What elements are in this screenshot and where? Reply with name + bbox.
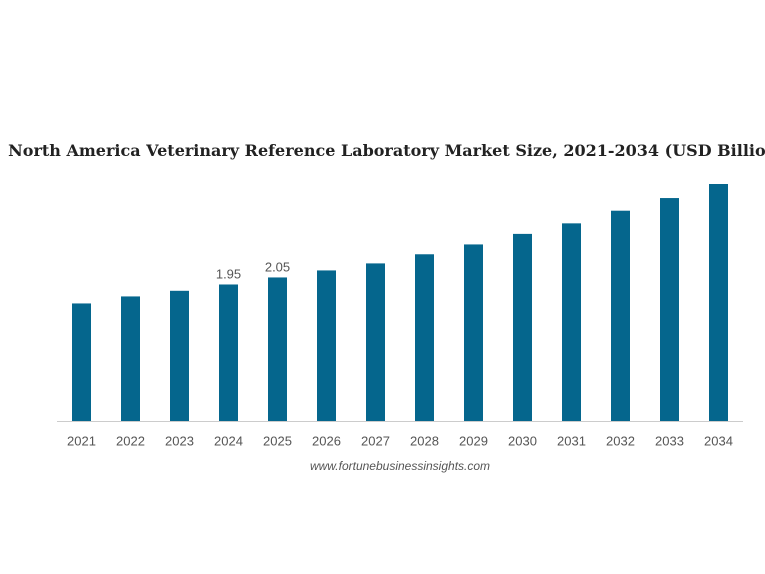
- bar-2027: [366, 263, 385, 422]
- data-labels: 1.95 2.05: [216, 259, 290, 281]
- x-tick-labels: 2021 2022 2023 2024 2025 2026 2027 2028 2029 2030…: [67, 434, 733, 449]
- bar-2032: [611, 210, 630, 422]
- x-tick-label-2021: 2021: [67, 434, 96, 449]
- x-tick-label-2028: 2028: [410, 434, 439, 449]
- x-tick-label-2029: 2029: [459, 434, 488, 449]
- bar-2030: [513, 233, 532, 422]
- x-tick-label-2032: 2032: [606, 434, 635, 449]
- bar-2034: [709, 184, 728, 422]
- x-tick-label-2027: 2027: [361, 434, 390, 449]
- bar-2029: [464, 244, 483, 422]
- x-tick-label-2034: 2034: [704, 434, 733, 449]
- bar-2033: [660, 198, 679, 422]
- data-label-2024: 1.95: [216, 266, 241, 281]
- bar-2024: [219, 284, 238, 422]
- bar-2022: [121, 296, 140, 422]
- bar-2028: [415, 254, 434, 422]
- bar-2026: [317, 270, 336, 422]
- x-tick-label-2031: 2031: [557, 434, 586, 449]
- bar-2025: [268, 277, 287, 422]
- bar-2021: [72, 303, 91, 422]
- x-tick-label-2033: 2033: [655, 434, 684, 449]
- source-credit: www.fortunebusinessinsights.com: [309, 459, 491, 473]
- data-label-2025: 2.05: [265, 259, 290, 274]
- bar-2023: [170, 290, 189, 422]
- x-tick-label-2023: 2023: [165, 434, 194, 449]
- chart-title: North America Veterinary Reference Labor…: [8, 141, 765, 160]
- x-tick-label-2030: 2030: [508, 434, 537, 449]
- x-tick-label-2022: 2022: [116, 434, 145, 449]
- bars-group: [72, 184, 728, 422]
- bar-2031: [562, 223, 581, 422]
- x-tick-label-2026: 2026: [312, 434, 341, 449]
- x-tick-label-2024: 2024: [214, 434, 243, 449]
- x-tick-label-2025: 2025: [263, 434, 292, 449]
